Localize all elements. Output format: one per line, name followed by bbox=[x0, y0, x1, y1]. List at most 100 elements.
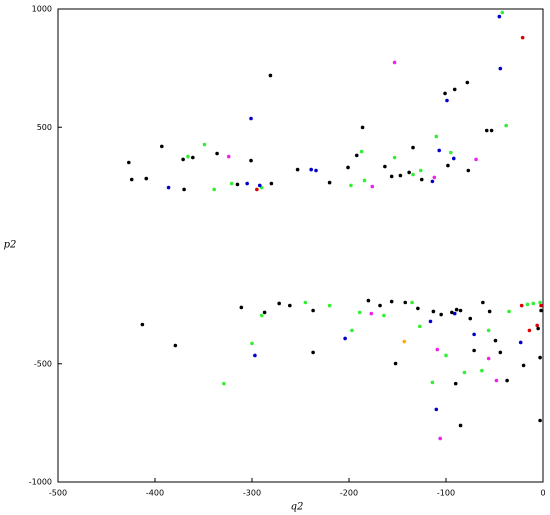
point bbox=[411, 172, 415, 177]
point bbox=[250, 341, 254, 346]
point bbox=[439, 312, 443, 317]
point bbox=[480, 368, 484, 373]
point bbox=[239, 305, 244, 310]
point bbox=[489, 128, 494, 133]
point bbox=[407, 170, 411, 175]
point bbox=[494, 378, 499, 383]
point bbox=[538, 418, 542, 423]
point bbox=[525, 302, 530, 307]
point bbox=[140, 322, 145, 327]
point bbox=[538, 355, 542, 360]
point bbox=[411, 145, 415, 150]
point bbox=[166, 185, 171, 190]
point bbox=[253, 353, 257, 358]
point bbox=[369, 311, 374, 316]
point bbox=[497, 14, 502, 19]
point bbox=[259, 313, 264, 318]
point bbox=[472, 348, 476, 353]
point bbox=[416, 306, 420, 311]
point bbox=[402, 339, 407, 344]
point bbox=[350, 328, 354, 333]
point bbox=[437, 148, 442, 153]
point bbox=[504, 123, 508, 128]
point bbox=[419, 177, 424, 182]
point bbox=[527, 328, 532, 333]
point bbox=[520, 35, 525, 40]
point bbox=[521, 363, 526, 368]
point bbox=[235, 182, 240, 187]
point bbox=[311, 350, 315, 355]
point bbox=[159, 144, 164, 149]
point bbox=[519, 303, 524, 308]
point bbox=[430, 380, 435, 385]
point bbox=[486, 356, 491, 361]
x-axis-label: q2 bbox=[291, 502, 304, 513]
point bbox=[245, 181, 249, 186]
point bbox=[226, 154, 231, 159]
point bbox=[481, 300, 485, 305]
point bbox=[518, 340, 523, 345]
point bbox=[452, 87, 457, 92]
point bbox=[403, 300, 408, 305]
point bbox=[303, 300, 308, 305]
point bbox=[389, 299, 394, 304]
point bbox=[359, 149, 364, 154]
point bbox=[383, 164, 387, 169]
point bbox=[493, 338, 498, 343]
point bbox=[428, 319, 433, 324]
point bbox=[255, 187, 259, 192]
point bbox=[309, 167, 313, 172]
point bbox=[418, 324, 422, 329]
point bbox=[182, 187, 186, 192]
point bbox=[454, 307, 459, 312]
point bbox=[393, 361, 398, 366]
point bbox=[311, 308, 315, 313]
point bbox=[465, 80, 470, 85]
point bbox=[215, 151, 219, 156]
point bbox=[498, 350, 503, 355]
y-tick-label: -1000 bbox=[29, 478, 52, 487]
point bbox=[257, 183, 262, 188]
point bbox=[277, 301, 281, 306]
point bbox=[314, 168, 318, 173]
point bbox=[458, 308, 463, 313]
x-tick-label: -500 bbox=[49, 489, 67, 498]
point bbox=[472, 332, 476, 337]
point bbox=[539, 303, 543, 308]
point bbox=[191, 155, 195, 160]
point bbox=[144, 176, 149, 181]
point bbox=[498, 66, 503, 71]
point bbox=[288, 303, 292, 308]
point bbox=[450, 310, 454, 315]
point bbox=[486, 328, 491, 333]
point bbox=[262, 310, 267, 315]
point bbox=[398, 173, 403, 178]
point bbox=[249, 116, 253, 121]
point bbox=[444, 353, 448, 358]
point bbox=[507, 309, 511, 314]
point bbox=[360, 125, 365, 130]
point bbox=[173, 343, 178, 348]
point bbox=[438, 436, 442, 441]
point bbox=[453, 381, 458, 386]
point bbox=[346, 165, 350, 170]
point bbox=[458, 423, 463, 428]
point bbox=[392, 60, 397, 65]
point bbox=[354, 153, 359, 158]
point bbox=[327, 303, 332, 308]
point bbox=[362, 178, 367, 183]
point bbox=[449, 150, 453, 155]
point bbox=[222, 381, 226, 386]
point bbox=[327, 180, 332, 185]
point bbox=[410, 300, 414, 305]
point bbox=[451, 156, 456, 161]
point bbox=[531, 301, 536, 306]
plot-frame bbox=[57, 8, 544, 483]
point bbox=[202, 142, 207, 147]
point bbox=[536, 326, 540, 331]
point bbox=[357, 310, 362, 315]
point bbox=[539, 308, 543, 313]
point bbox=[295, 167, 300, 172]
